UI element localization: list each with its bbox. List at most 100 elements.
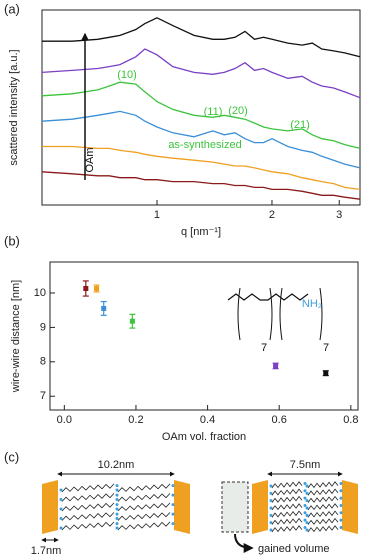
ligand-head xyxy=(171,484,175,488)
wire xyxy=(42,480,58,534)
diagram: 10.2nm 7.5nm 1.7nm gained volume xyxy=(31,459,358,557)
ligand-head xyxy=(59,517,63,520)
ligand-chain xyxy=(271,488,303,496)
ligand-chain xyxy=(307,481,339,489)
ligand-chain xyxy=(271,510,303,518)
ligand-head xyxy=(339,511,343,515)
annotation: 7 xyxy=(261,342,267,354)
ligand-head xyxy=(269,491,273,495)
ligand-chain xyxy=(271,495,303,503)
annotation: OAm xyxy=(84,147,96,172)
panel-label: (a) xyxy=(4,1,20,16)
panel-label: (b) xyxy=(4,233,20,248)
bracket xyxy=(237,287,323,341)
ligand-head xyxy=(59,507,63,511)
dimension-label: 7.5nm xyxy=(290,459,321,471)
ligand-head xyxy=(59,526,63,530)
point xyxy=(94,286,100,292)
wire xyxy=(342,480,358,534)
y-tick-label: 7 xyxy=(40,390,46,402)
ligand-head xyxy=(115,517,119,520)
ligand-chain xyxy=(271,481,303,489)
ligand-chain xyxy=(61,483,115,493)
annotation: (20) xyxy=(228,105,248,117)
ligand-head xyxy=(269,499,273,503)
ligand-head xyxy=(115,512,119,516)
ligand-head xyxy=(303,496,307,500)
plot-frame xyxy=(49,261,359,411)
point xyxy=(101,305,107,311)
curve xyxy=(41,48,361,99)
y-tick-label: 9 xyxy=(40,321,46,333)
ligand-head xyxy=(339,518,343,522)
ligand-chain xyxy=(307,503,339,511)
ligand-head xyxy=(303,481,307,485)
ligand-chain xyxy=(117,512,171,521)
molecule xyxy=(227,293,309,301)
ligand-head xyxy=(171,503,175,507)
ligand-head xyxy=(303,518,307,522)
ligand-head xyxy=(305,506,309,510)
ligand-head xyxy=(339,481,343,485)
annotation: NH₂ xyxy=(302,298,322,310)
ligand-chain xyxy=(307,510,339,518)
annotation: 7 xyxy=(323,342,329,354)
point xyxy=(323,370,329,376)
ligand-chain xyxy=(117,483,171,493)
x-axis-label: OAm vol. fraction xyxy=(162,431,246,443)
plot-frame xyxy=(41,9,361,206)
x-tick-label: 1 xyxy=(154,209,160,221)
dimension-label: 1.7nm xyxy=(31,545,62,557)
ligand-head xyxy=(303,489,307,493)
ligand-chain xyxy=(307,525,339,533)
ligand-chain xyxy=(61,512,115,521)
annotation: (11) xyxy=(204,106,223,118)
ligand-chain xyxy=(307,495,339,503)
ligand-head xyxy=(171,493,175,497)
ligand-head xyxy=(115,507,119,511)
curve xyxy=(41,171,361,200)
ligand-chain xyxy=(271,503,303,511)
annotation: (10) xyxy=(117,69,137,81)
ligand-head xyxy=(305,491,309,495)
ligand-chain xyxy=(61,493,115,502)
ligand-head xyxy=(305,499,309,503)
ligand-head xyxy=(171,512,175,516)
ligand-chain xyxy=(117,502,171,512)
ligand-head xyxy=(339,496,343,500)
ligand-head xyxy=(269,528,273,532)
x-tick-label: 0.4 xyxy=(200,414,215,426)
y-tick-label: 10 xyxy=(34,287,46,299)
x-tick-label: 0.8 xyxy=(343,414,358,426)
wire xyxy=(252,480,268,534)
ligand-chain xyxy=(271,517,303,525)
y-tick-label: 8 xyxy=(40,356,46,368)
ligand-chain xyxy=(307,488,339,496)
panel-label: (c) xyxy=(4,449,19,464)
annotation: (21) xyxy=(290,119,310,131)
ligand-head xyxy=(303,511,307,515)
ligand-head xyxy=(305,513,309,517)
ligand-chain xyxy=(117,521,171,531)
x-tick-label: 3 xyxy=(336,209,342,221)
x-tick-label: 0.6 xyxy=(272,414,287,426)
ligand-head xyxy=(339,503,343,507)
ligand-head xyxy=(269,506,273,510)
gained-volume-box xyxy=(221,481,249,533)
ligand-head xyxy=(171,522,175,526)
ligand-head xyxy=(269,521,273,525)
ligand-head xyxy=(305,484,309,488)
ligand-head xyxy=(59,498,63,501)
y-axis-label: wire-wire distance [nm] xyxy=(10,280,22,393)
x-tick-label: 0.2 xyxy=(128,414,143,426)
ligand-head xyxy=(305,528,309,532)
ligand-head xyxy=(303,525,307,529)
curve xyxy=(41,110,361,169)
ligand-chain xyxy=(271,525,303,533)
ligand-head xyxy=(339,489,343,493)
x-axis-label: q [nm⁻¹] xyxy=(181,226,221,238)
ligand-head xyxy=(115,526,119,530)
ligand-head xyxy=(339,525,343,529)
annotation: as-synthesized xyxy=(168,139,241,151)
